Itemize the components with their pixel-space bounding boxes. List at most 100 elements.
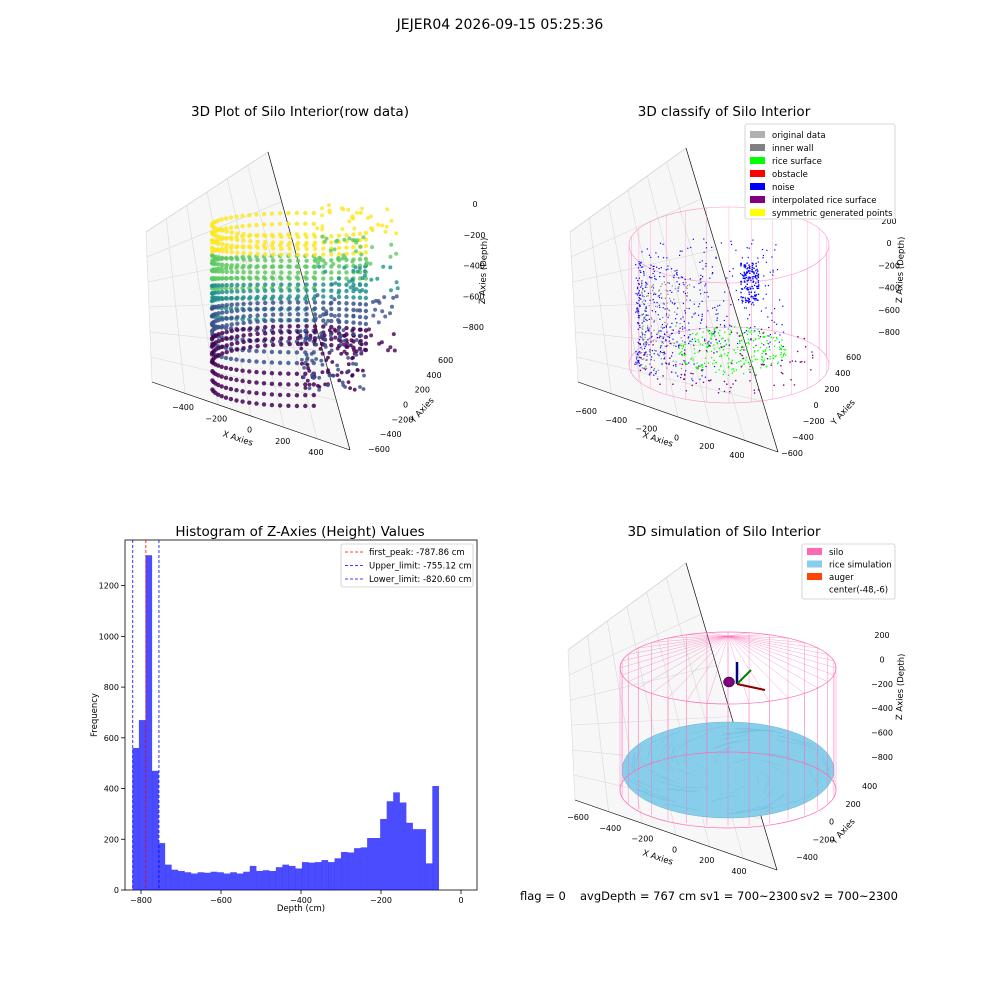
- rice-mesh-line: [664, 739, 675, 755]
- rice-surface-point: [763, 331, 765, 333]
- interpolated-point: [790, 379, 792, 381]
- noise-point: [688, 307, 690, 310]
- z-tick-label: 200: [881, 217, 896, 226]
- data-point: [388, 345, 393, 350]
- legend-label: interpolated rice surface: [772, 196, 877, 206]
- interpolated-point: [739, 352, 742, 355]
- data-point: [220, 310, 225, 315]
- noise-point: [749, 327, 752, 329]
- noise-point: [670, 300, 672, 302]
- data-point: [229, 289, 234, 294]
- data-point: [357, 314, 363, 320]
- inner-wall-point: [664, 284, 667, 286]
- legend-swatch: [750, 209, 765, 216]
- data-point: [311, 382, 316, 387]
- x-axis-line: [151, 381, 351, 451]
- inner-wall-point: [650, 292, 652, 294]
- rice-surface-point: [696, 367, 698, 370]
- noise-point: [662, 327, 664, 329]
- noise-point: [637, 353, 639, 355]
- data-point: [319, 331, 324, 336]
- data-point: [357, 282, 362, 287]
- inner-wall-point: [645, 365, 647, 367]
- noise-point: [662, 243, 664, 245]
- rice-surface-point: [693, 348, 695, 350]
- rice-surface-point: [711, 331, 713, 333]
- x-tick-label: 0: [458, 896, 463, 905]
- noise-point: [709, 277, 711, 279]
- data-point: [359, 342, 364, 347]
- inner-wall-point: [678, 286, 680, 288]
- rice-surface-point: [695, 366, 697, 368]
- rice-surface-point: [681, 347, 684, 350]
- data-point: [348, 343, 353, 348]
- rice-surface-point: [780, 344, 782, 346]
- inner-wall-point: [652, 340, 654, 342]
- rice-surface-point: [718, 335, 721, 337]
- classify-plot-title: 3D classify of Silo Interior: [637, 104, 811, 120]
- noise-point: [661, 341, 663, 343]
- inner-wall-point: [655, 305, 657, 307]
- interpolated-point: [782, 384, 785, 386]
- silo-roof-line: [727, 634, 770, 637]
- noise-point: [638, 299, 640, 302]
- rice-surface-point: [728, 365, 730, 368]
- data-point: [216, 234, 221, 239]
- rice-mesh-line: [663, 758, 674, 771]
- data-point: [336, 282, 342, 287]
- legend-label: center(-48,-6): [829, 586, 888, 596]
- noise-point: [719, 304, 721, 306]
- noise-point: [746, 262, 748, 264]
- histogram-bar: [412, 829, 420, 890]
- silo-roof-line: [638, 635, 729, 649]
- histogram-bar: [419, 829, 426, 890]
- rice-surface-point: [766, 366, 768, 368]
- data-point: [235, 327, 240, 333]
- rice-mesh-line: [730, 785, 746, 795]
- noise-point: [639, 315, 641, 317]
- data-point: [220, 262, 225, 267]
- data-point: [304, 352, 309, 357]
- x-tick-label: −200: [205, 414, 227, 423]
- rice-surface-point: [713, 329, 716, 331]
- interpolated-point: [674, 363, 677, 366]
- rice-surface-point: [698, 341, 700, 343]
- interpolated-point: [682, 378, 685, 381]
- histogram-bar: [256, 870, 263, 890]
- data-point: [240, 378, 245, 384]
- z-tick-label: −200: [464, 231, 486, 240]
- data-point: [352, 226, 357, 231]
- noise-point: [644, 290, 646, 292]
- data-point: [255, 282, 260, 287]
- rice-surface-point: [691, 357, 693, 359]
- rice-surface-point: [781, 346, 783, 348]
- noise-point: [740, 283, 742, 285]
- data-point: [241, 301, 246, 307]
- data-point: [295, 324, 301, 329]
- data-point: [314, 342, 319, 347]
- interpolated-point: [717, 392, 720, 394]
- rice-mesh-line: [654, 774, 678, 784]
- data-point: [224, 329, 229, 335]
- inner-wall-point: [674, 311, 676, 313]
- noise-point: [747, 271, 749, 273]
- noise-point: [639, 326, 641, 329]
- y-axis-line: [685, 562, 778, 871]
- data-point: [269, 360, 275, 365]
- rice-surface-point: [764, 336, 766, 338]
- noise-point: [765, 293, 767, 295]
- rice-mesh-line: [777, 735, 812, 745]
- data-point: [261, 359, 267, 365]
- data-point: [304, 252, 309, 257]
- noise-point: [661, 297, 663, 299]
- noise-point: [645, 307, 647, 309]
- interpolated-point: [803, 337, 806, 340]
- data-point: [349, 338, 354, 343]
- noise-point: [712, 307, 714, 309]
- rice-surface-point: [733, 370, 735, 372]
- noise-point: [732, 268, 734, 270]
- inner-wall-point: [660, 293, 662, 295]
- data-point: [279, 234, 284, 239]
- inner-wall-point: [651, 318, 653, 320]
- data-point: [220, 324, 225, 329]
